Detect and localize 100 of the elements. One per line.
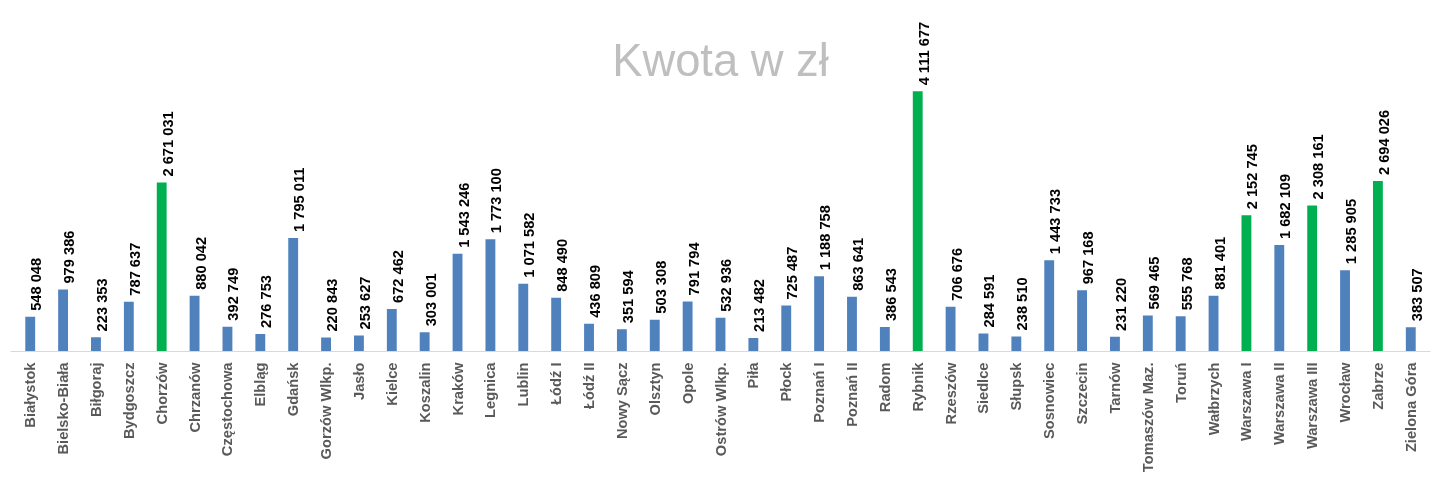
x-tick-label: Koszalin — [416, 362, 433, 423]
data-label: 848 490 — [554, 238, 571, 292]
x-tick-label: Płock — [778, 361, 795, 402]
data-label: 1 682 109 — [1277, 173, 1294, 240]
data-label: 238 510 — [1014, 277, 1031, 331]
data-label: 706 676 — [948, 247, 965, 301]
x-tick-label: Radom — [876, 362, 893, 413]
data-label: 392 749 — [225, 267, 242, 321]
x-tick-label: Łódź II — [581, 362, 598, 409]
data-label: 303 001 — [422, 273, 439, 327]
x-tick-label: Jasło — [350, 362, 367, 400]
bar — [288, 237, 299, 352]
x-tick-label: Rzeszów — [942, 361, 959, 425]
x-tick-label: Kraków — [449, 361, 466, 416]
x-tick-label: Białystok — [22, 361, 39, 428]
data-label: 383 507 — [1408, 268, 1425, 322]
x-tick-label: Rybnik — [909, 361, 926, 412]
bar — [748, 337, 759, 352]
data-label: 725 487 — [784, 246, 801, 300]
data-label: 1 285 905 — [1343, 198, 1360, 265]
bar — [1241, 215, 1252, 352]
data-label: 386 543 — [882, 268, 899, 322]
bar — [879, 327, 890, 352]
data-label: 223 353 — [93, 278, 110, 332]
data-label: 4 111 677 — [915, 21, 932, 86]
bar — [682, 301, 693, 352]
data-label: 1 543 246 — [455, 182, 472, 248]
x-tick-label: Olsztyn — [646, 362, 663, 416]
bar — [58, 289, 69, 352]
bar — [978, 333, 989, 352]
bar — [781, 305, 792, 352]
bar — [354, 335, 364, 352]
x-tick-label: Piła — [745, 361, 762, 389]
data-label: 253 627 — [356, 276, 373, 330]
bar — [25, 316, 36, 352]
bar — [321, 337, 331, 352]
data-label: 231 220 — [1112, 277, 1129, 331]
x-tick-label: Poznań II — [843, 362, 860, 427]
bar — [1175, 316, 1186, 352]
data-label: 881 401 — [1211, 236, 1228, 290]
bar — [1142, 315, 1153, 352]
x-tick-label: Elbląg — [252, 362, 269, 407]
bar — [156, 182, 167, 352]
x-tick-label: Warszawa III — [1304, 362, 1321, 450]
data-label: 1 071 582 — [521, 212, 538, 278]
x-tick-label: Zabrze — [1369, 362, 1386, 410]
data-label: 1 773 100 — [488, 168, 505, 234]
x-tick-label: Biłgoraj — [87, 362, 104, 418]
data-label: 436 809 — [587, 264, 604, 318]
data-label: 1 443 733 — [1047, 188, 1064, 255]
bar — [255, 333, 266, 352]
data-label: 276 753 — [258, 275, 275, 328]
x-tick-label: Gorzów Wlkp. — [318, 362, 335, 460]
bar — [1405, 327, 1416, 352]
x-tick-label: Nowy Sącz — [613, 362, 630, 440]
bar — [91, 337, 101, 352]
data-label: 979 386 — [61, 230, 78, 284]
data-label: 351 594 — [619, 269, 636, 324]
bar — [551, 297, 562, 352]
x-tick-label: Opole — [679, 362, 696, 405]
x-tick-label: Sosnowiec — [1041, 362, 1058, 440]
bar — [616, 329, 627, 352]
x-tick-label: Toruń — [1172, 362, 1189, 403]
data-label: 503 308 — [652, 260, 669, 314]
data-label: 548 048 — [28, 257, 45, 311]
data-label: 569 465 — [1145, 256, 1162, 310]
x-tick-label: Częstochowa — [219, 361, 236, 457]
data-label: 532 936 — [718, 258, 735, 312]
bar — [1340, 270, 1350, 352]
bar — [518, 283, 529, 352]
x-tick-label: Tarnów — [1106, 361, 1123, 414]
bar — [1110, 336, 1120, 352]
x-tick-label: Kielce — [383, 362, 400, 406]
data-label: 284 591 — [981, 274, 998, 328]
bar — [814, 276, 825, 352]
bar — [485, 239, 496, 352]
x-tick-label: Siedlce — [975, 362, 992, 414]
data-label: 672 462 — [389, 249, 406, 303]
data-label: 863 641 — [849, 237, 866, 291]
bar — [1372, 181, 1383, 352]
data-label: 2 152 745 — [1244, 144, 1261, 210]
x-tick-label: Poznań I — [811, 362, 828, 423]
bar — [1044, 260, 1055, 352]
bar — [912, 91, 923, 352]
bar — [649, 319, 660, 352]
data-label: 967 168 — [1080, 231, 1097, 285]
x-tick-label: Gdańsk — [285, 361, 302, 417]
x-tick-label: Warszawa II — [1271, 362, 1288, 446]
x-tick-label: Bydgoszcz — [120, 362, 137, 440]
x-tick-label: Warszawa I — [1238, 362, 1255, 441]
chart-title: Kwota w zł — [612, 34, 829, 86]
data-label: 787 637 — [126, 242, 143, 296]
x-tick-label: Lublin — [515, 362, 532, 407]
bar — [1208, 295, 1219, 352]
data-label: 1 795 011 — [291, 167, 308, 232]
bar — [1011, 336, 1022, 352]
bar — [1274, 245, 1285, 352]
data-label: 220 843 — [324, 278, 341, 332]
data-label: 2 308 161 — [1310, 134, 1327, 200]
data-label: 880 042 — [192, 236, 209, 290]
